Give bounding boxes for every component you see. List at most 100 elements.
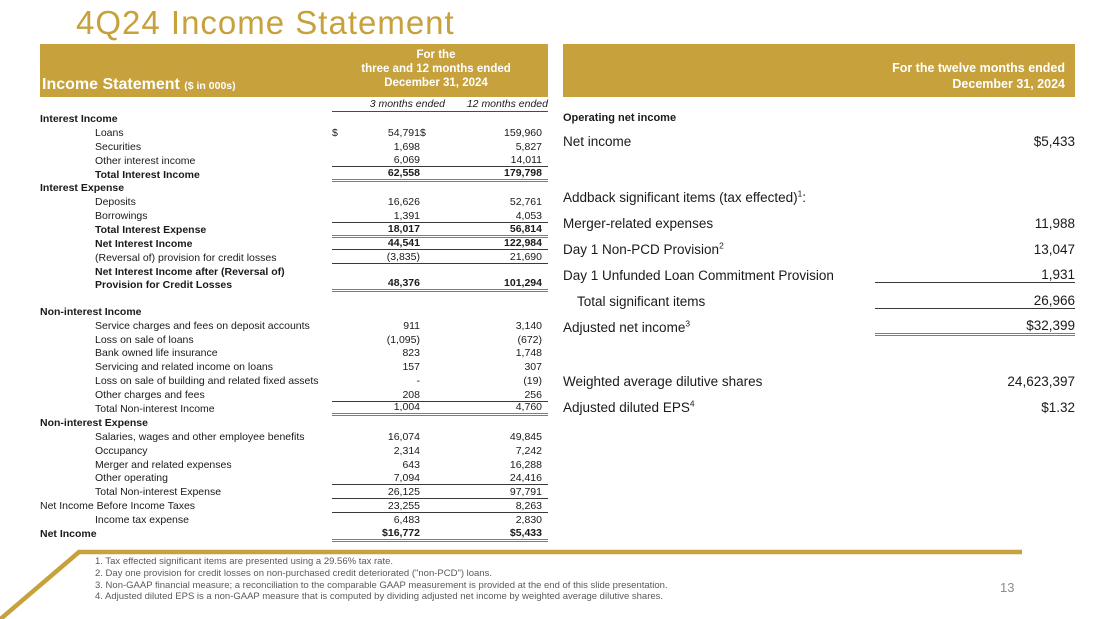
row-value: 4,760 bbox=[515, 401, 542, 414]
row-label: Interest Expense bbox=[40, 182, 125, 195]
table-row: Loss on sale of loans (1,095) (672) bbox=[40, 333, 548, 347]
row-label: Occupancy bbox=[95, 444, 148, 457]
column-header-3-months: 3 months ended bbox=[369, 98, 445, 110]
row-value: 208 bbox=[402, 388, 420, 401]
table-row: Merger-related expenses 11,988 bbox=[563, 210, 1075, 236]
footnote: 3. Non-GAAP financial measure; a reconci… bbox=[95, 579, 668, 591]
row-value: 7,094 bbox=[393, 471, 420, 484]
row-value: 16,626 bbox=[387, 196, 420, 209]
row-label: Salaries, wages and other employee benef… bbox=[95, 430, 305, 443]
row-label: Adjusted net income3 bbox=[563, 318, 690, 335]
table-row: Total Non-interest Expense 26,125 97,791 bbox=[40, 485, 548, 499]
table-row: Day 1 Non-PCD Provision2 13,047 bbox=[563, 236, 1075, 262]
row-values: 6,069 14,011 bbox=[332, 154, 548, 168]
row-label: Borrowings bbox=[95, 210, 148, 223]
row-label: Loss on sale of building and related fix… bbox=[95, 375, 319, 388]
row-label: Non-interest Income bbox=[40, 305, 142, 318]
row-label: Day 1 Non-PCD Provision2 bbox=[563, 240, 724, 257]
row-value: 1,698 bbox=[393, 140, 420, 153]
dollar-sign: $ bbox=[332, 126, 338, 139]
table-row: Net income $5,433 bbox=[563, 128, 1075, 154]
right-header-band: For the twelve months ended December 31,… bbox=[563, 44, 1075, 97]
row-label: Other operating bbox=[95, 472, 168, 485]
row-value: 24,623,397 bbox=[1007, 373, 1075, 389]
row-label: Weighted average dilutive shares bbox=[563, 373, 763, 389]
row-value: 16,074 bbox=[387, 430, 420, 443]
row-label: Service charges and fees on deposit acco… bbox=[95, 319, 310, 332]
table-row: Net Interest Income after (Reversal of) … bbox=[40, 265, 548, 292]
row-values: - (19) bbox=[332, 375, 548, 387]
row-values: 157 307 bbox=[332, 361, 548, 373]
row-value: 6,483 bbox=[393, 514, 420, 527]
row-label: Total significant items bbox=[577, 293, 706, 309]
row-value: 1,931 bbox=[875, 267, 1075, 283]
table-row: Day 1 Unfunded Loan Commitment Provision… bbox=[563, 262, 1075, 288]
row-values: 911 3,140 bbox=[332, 320, 548, 332]
row-value: 44,541 bbox=[387, 237, 420, 250]
row-value: 52,761 bbox=[509, 196, 542, 209]
row-value: 23,255 bbox=[387, 499, 420, 512]
table-title: Income Statement ($ in 000s) bbox=[42, 76, 236, 94]
table-row: Weighted average dilutive shares 24,623,3… bbox=[563, 368, 1075, 394]
row-values: (3,835) 21,690 bbox=[332, 251, 548, 265]
row-value: 8,263 bbox=[515, 499, 542, 512]
table-row: Net Interest Income 44,541 122,984 bbox=[40, 237, 548, 251]
row-label: Servicing and related income on loans bbox=[95, 361, 274, 374]
row-value: 4,053 bbox=[515, 209, 542, 222]
footnote: 4. Adjusted diluted EPS is a non-GAAP me… bbox=[95, 591, 664, 603]
row-label: Bank owned life insurance bbox=[95, 347, 218, 360]
row-value: 5,827 bbox=[515, 140, 542, 153]
row-value: 24,416 bbox=[509, 471, 542, 484]
footnote-reference: 1 bbox=[797, 188, 803, 198]
column-headers: 3 months ended 12 months ended bbox=[40, 97, 548, 112]
row-label: Addback significant items (tax effected)… bbox=[563, 188, 807, 205]
row-value: 157 bbox=[402, 361, 420, 374]
row-label: Total Interest Income bbox=[95, 168, 200, 181]
row-label: Net Income bbox=[40, 527, 97, 540]
row-value: 2,830 bbox=[515, 514, 542, 527]
row-label: Loans bbox=[95, 126, 124, 139]
table-row: Income tax expense 6,483 2,830 bbox=[40, 513, 548, 527]
row-value: 97,791 bbox=[509, 485, 542, 498]
row-label: Total Non-interest Income bbox=[95, 402, 215, 415]
table-row: Other charges and fees 208 256 bbox=[40, 388, 548, 402]
row-value: 49,845 bbox=[509, 430, 542, 443]
spacer-row bbox=[563, 340, 1075, 368]
spacer-row bbox=[40, 292, 548, 305]
row-label: (Reversal of) provision for credit losse… bbox=[95, 251, 277, 264]
row-values: 18,017 56,814 bbox=[332, 223, 548, 238]
row-label: Merger and related expenses bbox=[95, 458, 232, 471]
row-value: $32,399 bbox=[875, 318, 1075, 336]
row-values: 643 16,288 bbox=[332, 459, 548, 471]
period-line: December 31, 2024 bbox=[952, 76, 1065, 91]
table-row: Servicing and related income on loans 157… bbox=[40, 360, 548, 374]
page-title: 4Q24 Income Statement bbox=[76, 4, 455, 41]
table-row: Loans $54,791 $159,960 bbox=[40, 126, 548, 140]
table-row: Non-interest Income bbox=[40, 305, 548, 319]
table-row: Bank owned life insurance 823 1,748 bbox=[40, 346, 548, 360]
period-header: For the twelve months ended December 31,… bbox=[892, 61, 1065, 92]
row-value: 21,690 bbox=[509, 251, 542, 264]
row-value: $54,791 bbox=[332, 126, 420, 139]
row-value: 6,069 bbox=[393, 154, 420, 167]
row-values: 62,558 179,798 bbox=[332, 167, 548, 183]
row-value: 11,988 bbox=[1034, 215, 1075, 231]
row-value: $5,433 bbox=[1033, 133, 1075, 149]
row-value: $159,960 bbox=[420, 126, 542, 139]
row-value: 256 bbox=[524, 388, 542, 401]
row-value: 307 bbox=[524, 361, 542, 374]
table-row: Occupancy 2,314 7,242 bbox=[40, 444, 548, 458]
table-row: Total Interest Income 62,558 179,798 bbox=[40, 167, 548, 183]
right-table-body: Operating net income Net income $5,433 Addb… bbox=[563, 108, 1075, 420]
row-values: 6,483 2,830 bbox=[332, 514, 548, 526]
period-line: For the twelve months ended bbox=[892, 61, 1065, 75]
period-header: For the three and 12 months ended Decemb… bbox=[324, 48, 548, 90]
row-values: $16,772 $5,433 bbox=[332, 527, 548, 542]
row-label: Merger-related expenses bbox=[563, 215, 714, 231]
row-value: 26,125 bbox=[387, 485, 420, 498]
row-value: 13,047 bbox=[1033, 241, 1075, 257]
row-label: Other interest income bbox=[95, 154, 196, 167]
row-values: 7,094 24,416 bbox=[332, 472, 548, 485]
row-label: Loss on sale of loans bbox=[95, 333, 194, 346]
